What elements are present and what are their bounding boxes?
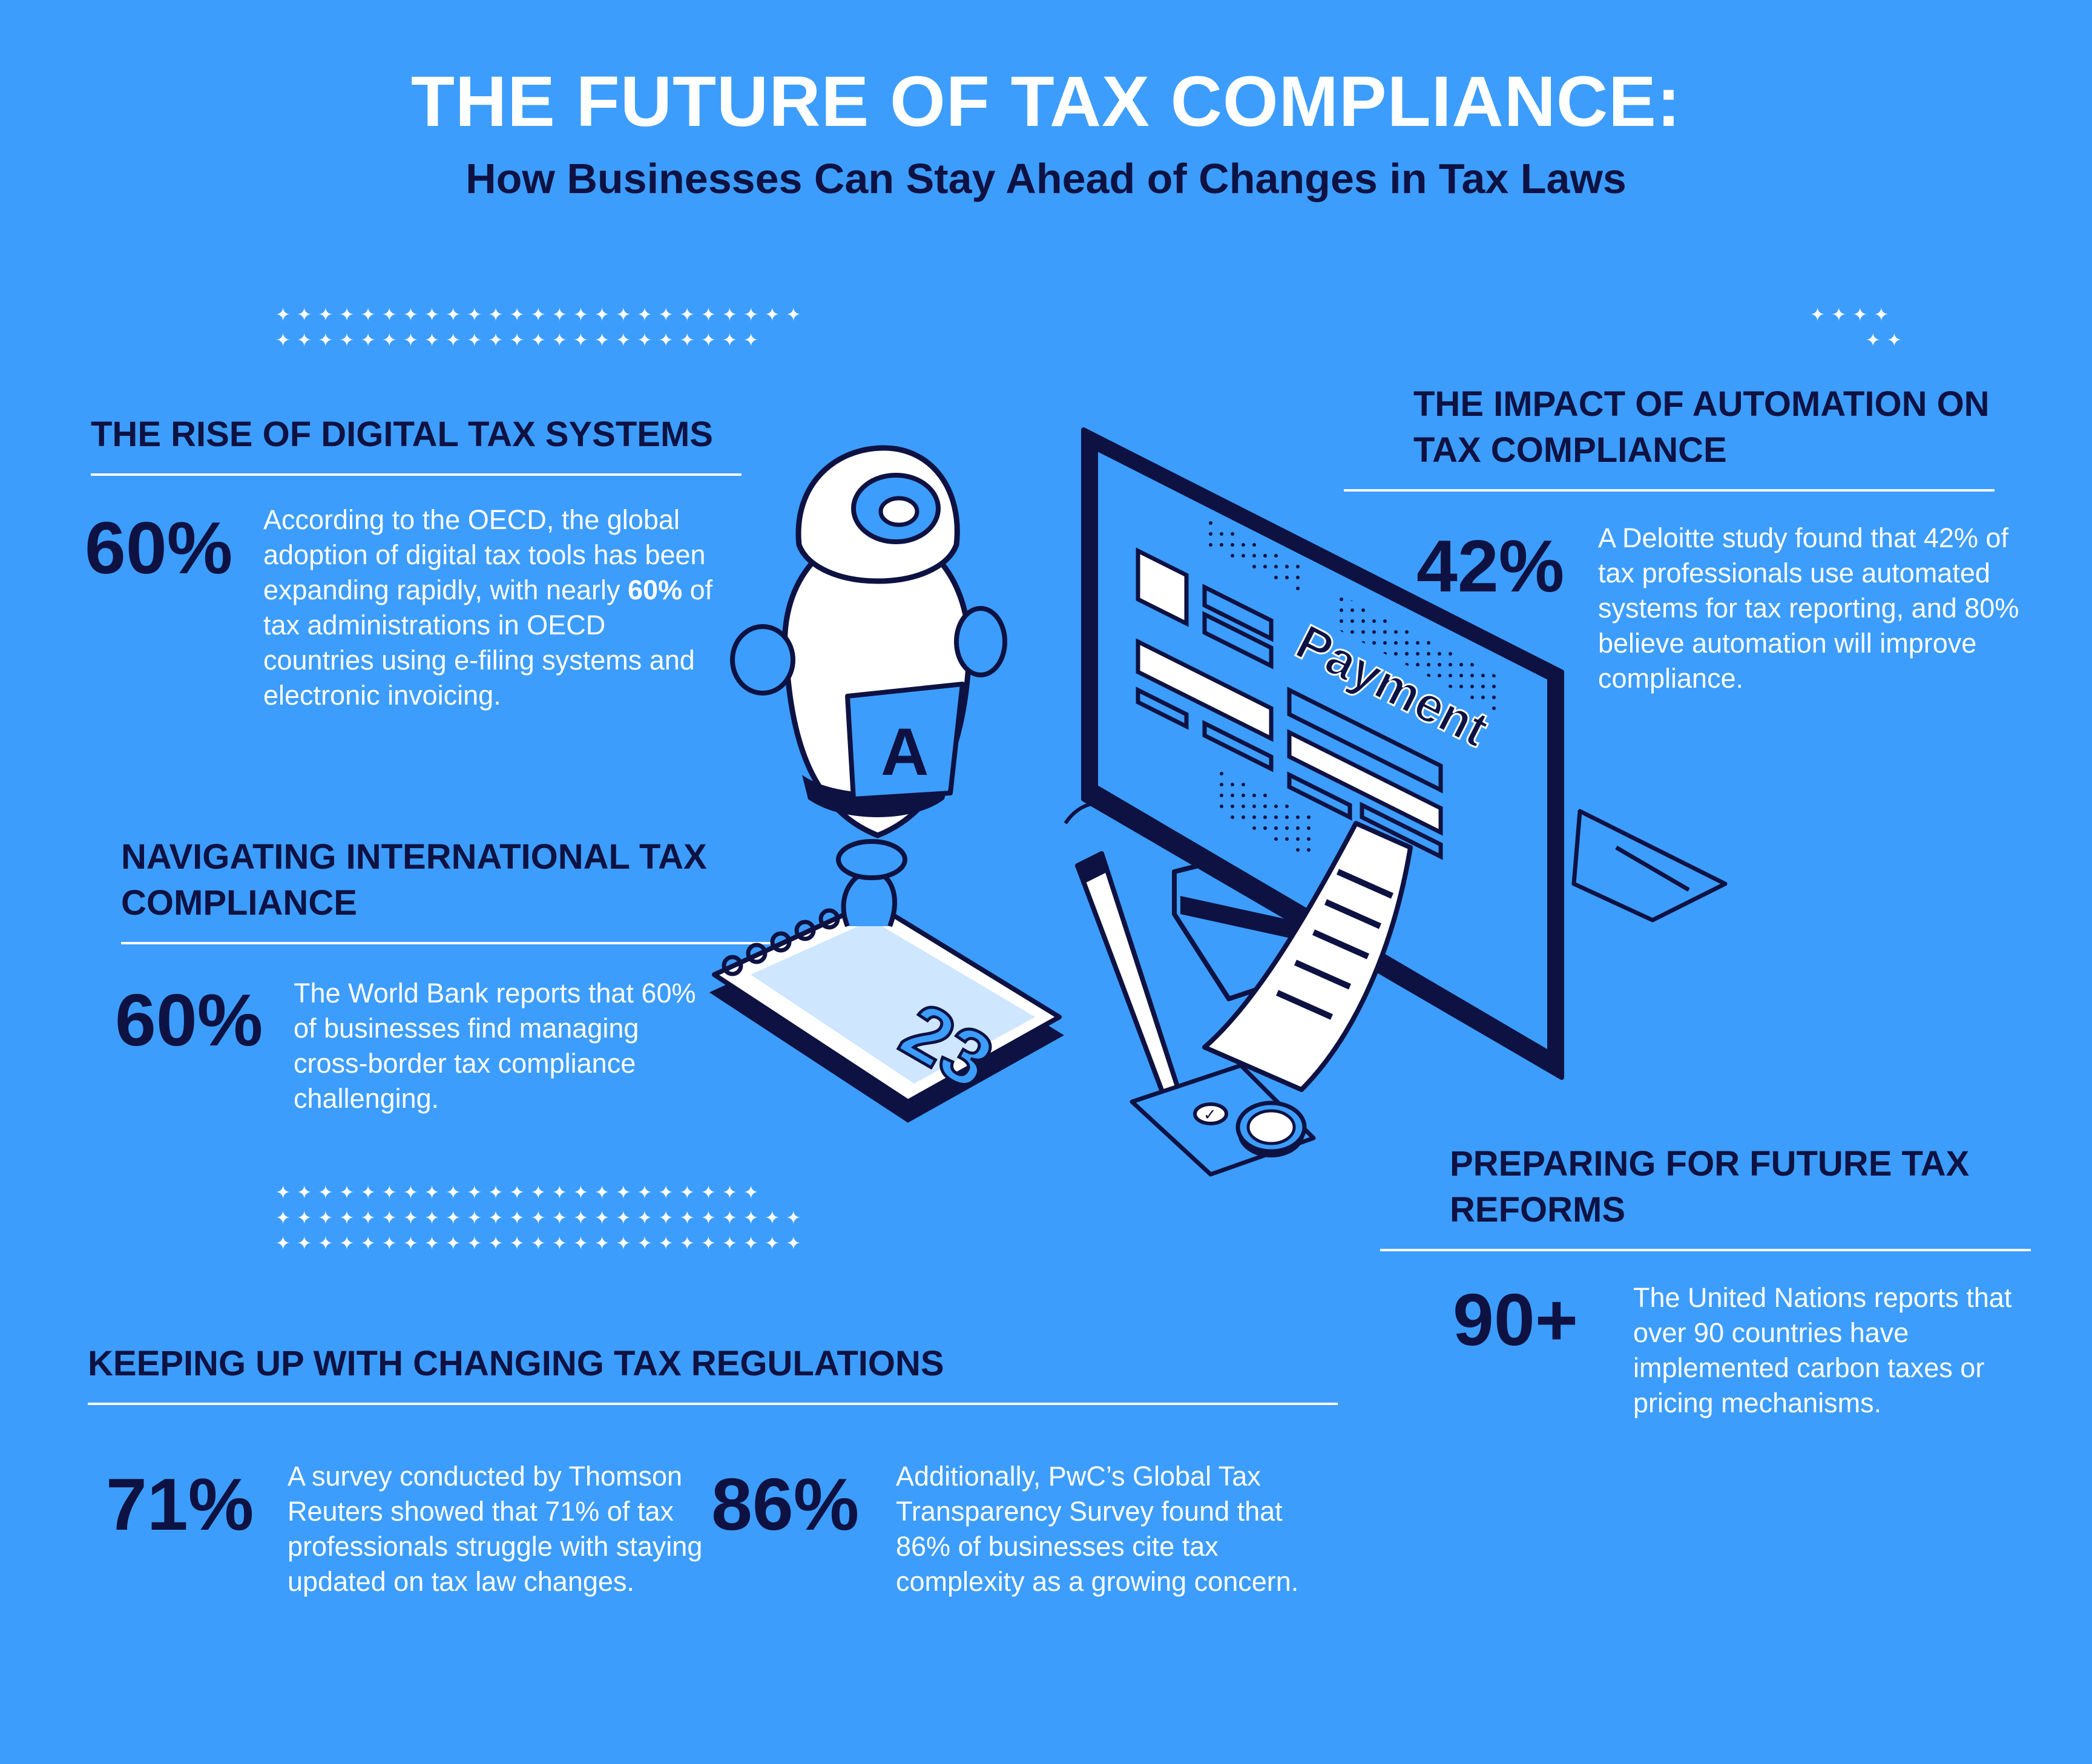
section-heading: NAVIGATING INTERNATIONAL TAX COMPLIANCE [121,837,707,923]
stat-value: 42% [1416,525,1565,607]
section-heading: KEEPING UP WITH CHANGING TAX REGULATIONS [88,1344,944,1383]
divider [88,1403,1338,1405]
pen-icon [1064,801,1183,1110]
section-body: The World Bank reports that 60% of busin… [294,978,696,1114]
body-text: of tax administrations in OECD countries… [263,574,713,711]
section-reforms: PREPARING FOR FUTURE TAX REFORMS [1380,1141,2031,1251]
section-automation: THE IMPACT OF AUTOMATION ON TAX COMPLIAN… [1344,381,1998,492]
sparkle-row-top-left: ✦✦✦✦✦✦✦✦✦✦✦✦✦✦✦✦✦✦✦✦✦✦✦✦✦ ✦✦✦✦✦✦✦✦✦✦✦✦✦✦✦… [275,305,808,350]
section-body: A survey conducted by Thomson Reuters sh… [288,1461,703,1597]
receipt-icon [1202,821,1413,1092]
divider [91,473,742,476]
section-international: NAVIGATING INTERNATIONAL TAX COMPLIANCE [121,834,775,944]
monitor-icon: Payment [1081,427,1564,1080]
robot-icon: A [730,445,1007,927]
section-body: According to the OECD, the global adopti… [263,502,723,713]
divider [121,942,772,944]
body-text: According to the OECD, the global adopti… [263,504,706,605]
svg-text:✓: ✓ [1203,1105,1217,1124]
stat-value: 90+ [1453,1279,1578,1361]
sparkle-row-top-right: ✦✦✦✦ ✦✦ [1810,305,1908,350]
section-body: Additionally, PwC’s Global Tax Transpare… [896,1461,1299,1597]
sparkle-row-bottom-left: ✦✦✦✦✦✦✦✦✦✦✦✦✦✦✦✦✦✦✦✦✦✦✦ ✦✦✦✦✦✦✦✦✦✦✦✦✦✦✦✦✦… [275,1183,808,1254]
coin-icon [1235,1101,1307,1157]
robot-badge: A [881,715,929,789]
section-heading: THE RISE OF DIGITAL TAX SYSTEMS [91,415,713,454]
illustration-tax-automation: Payment ✓ [709,427,1728,1177]
divider [1344,489,1995,492]
section-regulations: KEEPING UP WITH CHANGING TAX REGULATIONS [88,1341,1338,1405]
card-icon [1571,809,1728,923]
page-subtitle: How Businesses Can Stay Ahead of Changes… [465,155,1627,202]
section-body: The United Nations reports that over 90 … [1633,1282,2012,1418]
section-body: A Deloitte study found that 42% of tax p… [1598,522,2019,694]
divider [1380,1249,2031,1251]
stat-value: 60% [115,979,263,1061]
section-heading: PREPARING FOR FUTURE TAX REFORMS [1450,1144,1970,1229]
calendar-icon: 23 [709,897,1064,1123]
page-title: THE FUTURE OF TAX COMPLIANCE: [410,62,1682,142]
stat-value: 86% [711,1463,860,1545]
section-heading: THE IMPACT OF AUTOMATION ON TAX COMPLIAN… [1413,384,1990,470]
stat-value: 71% [106,1463,254,1545]
body-text-bold: 60% [628,574,683,605]
section-digital-tax: THE RISE OF DIGITAL TAX SYSTEMS [91,412,745,476]
stat-value: 60% [85,507,233,589]
